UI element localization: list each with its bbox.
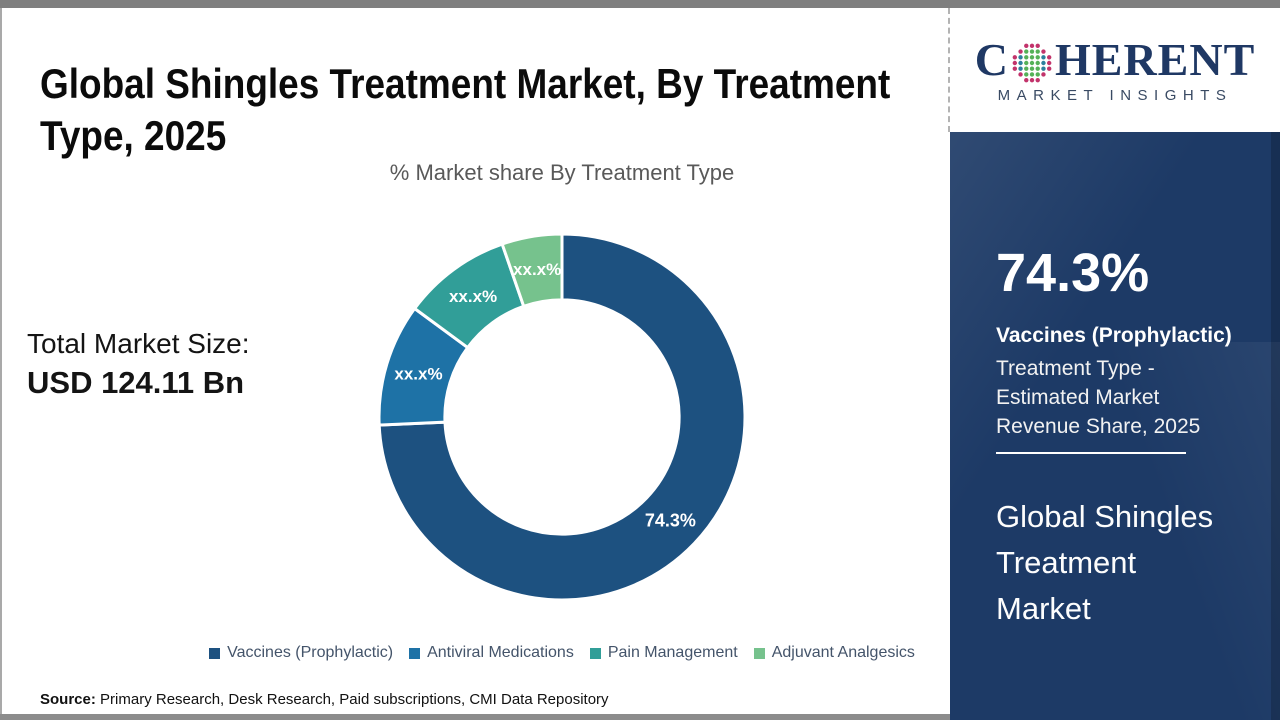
coherent-logo: C HERENT [974,33,1256,85]
globe-dot [1018,54,1023,59]
globe-dot [1035,66,1040,71]
slice-label: xx.x% [449,287,497,306]
globe-dot [1024,60,1029,65]
globe-dot [1041,71,1046,77]
globe-dot [1018,48,1023,54]
globe-dot [1046,66,1052,71]
total-market-size-block: Total Market Size: USD 124.11 Bn [27,325,250,403]
page-title-line1: Global Shingles Treatment Market, By Tre… [40,60,891,108]
globe-dot [1035,77,1040,82]
globe-dot [1046,60,1052,65]
legend-item: Antiviral Medications [409,644,574,662]
source-label: Source: [40,691,96,708]
donut-chart: 74.3% xx.x% xx.x% xx.x% [372,227,752,607]
market-name-line: Market [996,591,1091,626]
logo-suffix: HERENT [1054,33,1256,85]
globe-dot [1041,66,1046,71]
globe-dot [1024,54,1029,59]
left-frame-edge [0,8,2,720]
sidebar-divider [996,452,1186,454]
bottom-frame-bar [0,714,952,720]
market-name-line: Global Shingles [996,499,1214,534]
globe-dot [1018,60,1023,65]
legend-item: Pain Management [589,644,738,662]
stat-line: Estimated Market [996,386,1160,409]
globe-dot [1018,71,1023,77]
globe-dot [1035,71,1040,77]
logo-prefix: C [974,33,1009,85]
sidebar-stat-title: Vaccines (Prophylactic) [996,324,1232,347]
slice-label: xx.x% [394,364,442,383]
legend-label: Antiviral Medications [427,644,574,661]
globe-dot [1024,77,1029,82]
sidebar-sheen [1080,342,1280,720]
legend-swatch [753,647,765,659]
globe-dot [1041,60,1046,65]
slice-label: 74.3% [645,511,696,531]
source-text: Primary Research, Desk Research, Paid su… [100,691,609,708]
sidebar-market-name: Global Shingles Treatment Market [996,494,1213,632]
stat-line: Treatment Type - [996,357,1155,380]
legend-item: Adjuvant Analgesics [753,644,915,662]
globe-dot [1024,43,1029,48]
slice-label: xx.x% [513,260,561,279]
globe-icon [1012,43,1052,82]
legend-label: Pain Management [607,644,738,661]
total-market-size-value: USD 124.11 Bn [27,365,245,400]
sidebar: 74.3% Vaccines (Prophylactic) Treatment … [950,132,1280,720]
logo-tagline: MARKET INSIGHTS [997,86,1233,104]
sidebar-stat-description: Treatment Type - Estimated Market Revenu… [996,354,1200,441]
globe-dot [1041,48,1046,54]
chart-subtitle: % Market share By Treatment Type [389,160,735,185]
globe-dot [1029,48,1035,54]
total-market-size-label: Total Market Size: [27,328,250,359]
globe-dot [1029,43,1035,48]
legend-swatch [209,647,221,659]
globe-dot [1029,71,1035,77]
legend-item: Vaccines (Prophylactic) [209,644,393,662]
globe-dot [1024,66,1029,71]
globe-dot [1035,43,1040,48]
globe-dot [1012,54,1017,59]
logo-area: C HERENT MARKET INSIGHTS [950,8,1280,132]
globe-dot [1046,54,1052,59]
sidebar-right-shade [1271,132,1280,720]
globe-dot [1035,54,1040,59]
page-title-line2: Type, 2025 [40,112,227,160]
globe-dot [1012,66,1017,71]
globe-dot [1035,48,1040,54]
globe-dot [1018,66,1023,71]
legend-label: Adjuvant Analgesics [771,644,915,661]
dashed-separator [948,8,950,132]
donut-segment [500,232,564,309]
globe-dot [1012,60,1017,65]
globe-dot [1035,60,1040,65]
globe-dot [1029,77,1035,82]
legend-swatch [589,647,601,659]
legend-swatch [409,647,421,659]
source-line: Source: Primary Research, Desk Research,… [40,691,609,708]
donut-chart-svg: 74.3% xx.x% xx.x% xx.x% [377,232,747,602]
globe-dot [1029,54,1035,59]
chart-legend: Vaccines (Prophylactic) Antiviral Medicat… [62,644,1062,662]
donut-segment [377,232,747,602]
globe-dot [1029,60,1035,65]
globe-dot [1041,54,1046,59]
globe-dot [1024,71,1029,77]
globe-dot [1024,48,1029,54]
page-title: Global Shingles Treatment Market, By Tre… [40,58,890,162]
globe-dot [1029,66,1035,71]
sidebar-stat-value: 74.3% [996,243,1150,303]
market-name-line: Treatment [996,545,1137,580]
stat-line: Revenue Share, 2025 [996,415,1201,438]
top-frame-bar [0,0,1280,8]
legend-label: Vaccines (Prophylactic) [227,644,394,661]
